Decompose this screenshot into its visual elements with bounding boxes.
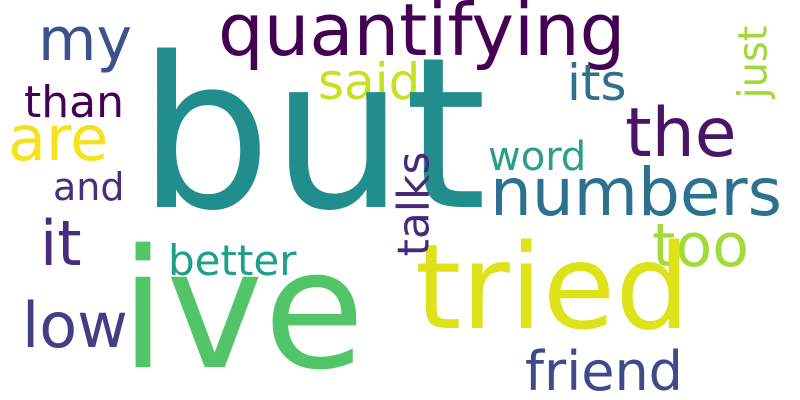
word-word: word xyxy=(488,134,587,180)
word-numbers: numbers xyxy=(490,154,782,231)
word-it: it xyxy=(40,207,82,280)
word-quantifying: quantifying xyxy=(218,0,626,72)
word-tried: tried xyxy=(415,218,691,356)
word-better: better xyxy=(168,236,297,285)
word-the: the xyxy=(625,94,737,173)
word-are: are xyxy=(8,102,109,175)
word-just: just xyxy=(730,25,777,99)
word-my: my xyxy=(38,5,132,75)
word-and: and xyxy=(53,165,125,209)
word-ive: ive xyxy=(120,214,366,400)
word-than: than xyxy=(24,77,124,128)
word-friend: friend xyxy=(525,340,683,400)
word-said: said xyxy=(318,53,421,111)
word-but: but xyxy=(138,12,487,257)
word-its: its xyxy=(567,54,627,112)
word-low: low xyxy=(22,289,128,362)
word-too: too xyxy=(652,211,749,281)
word-talks: talks xyxy=(388,151,440,257)
